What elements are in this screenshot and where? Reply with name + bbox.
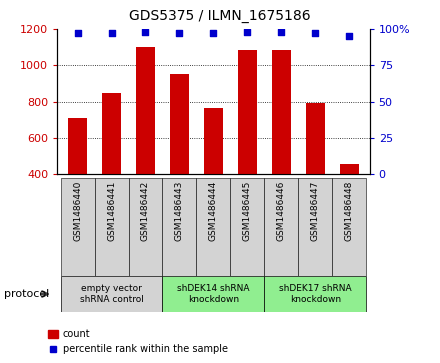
Text: GSM1486442: GSM1486442 — [141, 181, 150, 241]
Bar — [264, 178, 298, 276]
Text: GSM1486447: GSM1486447 — [311, 181, 320, 241]
Point — [176, 30, 183, 36]
Text: GSM1486444: GSM1486444 — [209, 181, 218, 241]
Point — [210, 30, 217, 36]
Bar — [162, 178, 196, 276]
Bar — [231, 178, 264, 276]
Legend: count, percentile rank within the sample: count, percentile rank within the sample — [44, 326, 232, 358]
Point — [108, 30, 115, 36]
Bar — [136, 47, 155, 247]
Text: GSM1486441: GSM1486441 — [107, 181, 116, 241]
Bar — [170, 74, 189, 247]
Bar — [61, 178, 95, 276]
Point — [142, 29, 149, 35]
Text: GSM1486448: GSM1486448 — [345, 181, 354, 241]
Text: GSM1486440: GSM1486440 — [73, 181, 82, 241]
Bar — [298, 178, 332, 276]
Bar — [95, 178, 128, 276]
Text: empty vector
shRNA control: empty vector shRNA control — [80, 284, 143, 304]
Bar — [61, 276, 162, 312]
Bar — [128, 178, 162, 276]
Bar — [68, 118, 87, 247]
Text: protocol: protocol — [4, 289, 50, 299]
Text: GSM1486446: GSM1486446 — [277, 181, 286, 241]
Text: GSM1486443: GSM1486443 — [175, 181, 184, 241]
Text: GDS5375 / ILMN_1675186: GDS5375 / ILMN_1675186 — [129, 9, 311, 23]
Bar — [102, 93, 121, 247]
Text: shDEK14 shRNA
knockdown: shDEK14 shRNA knockdown — [177, 284, 249, 304]
Bar — [196, 178, 231, 276]
Text: GSM1486445: GSM1486445 — [243, 181, 252, 241]
Bar — [238, 50, 257, 247]
Point — [312, 30, 319, 36]
Point — [244, 29, 251, 35]
Point — [74, 30, 81, 36]
Bar — [340, 164, 359, 247]
Bar — [162, 276, 264, 312]
Bar — [264, 276, 366, 312]
Bar — [204, 108, 223, 247]
Text: shDEK17 shRNA
knockdown: shDEK17 shRNA knockdown — [279, 284, 352, 304]
Bar — [272, 50, 291, 247]
Point — [346, 33, 353, 39]
Bar — [332, 178, 366, 276]
Point — [278, 29, 285, 35]
Bar — [306, 103, 325, 247]
